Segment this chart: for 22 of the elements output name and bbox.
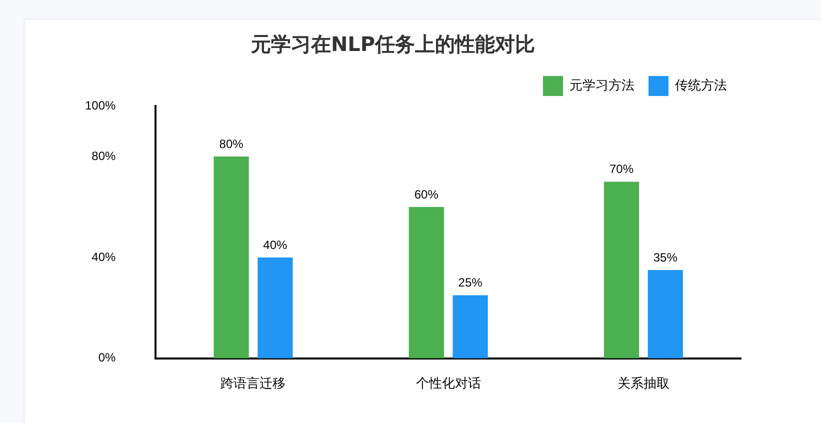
bar <box>604 182 640 358</box>
data-label: 40% <box>263 238 288 252</box>
bar <box>408 206 444 358</box>
y-tick-label: 40% <box>92 250 116 264</box>
data-label: 80% <box>219 136 244 151</box>
chart-title: 元学习在NLP任务上的性能对比 <box>250 32 536 56</box>
legend-label: 传统方法 <box>675 77 727 94</box>
data-label: 70% <box>609 162 634 176</box>
bar <box>452 295 488 358</box>
x-tick-label: 个性化对话 <box>416 376 481 392</box>
x-tick-label: 关系抽取 <box>617 376 670 392</box>
data-label: 35% <box>653 250 678 264</box>
bar <box>648 270 683 358</box>
data-label: 60% <box>414 187 439 202</box>
data-label: 25% <box>458 276 483 290</box>
y-tick-label: 100% <box>84 98 116 112</box>
x-tick-label: 跨语言迁移 <box>220 376 286 392</box>
legend-label: 元学习方法 <box>570 77 634 94</box>
y-tick-label: 0% <box>98 350 116 365</box>
y-tick-label: 80% <box>92 148 116 163</box>
bar <box>258 257 293 358</box>
bar <box>214 156 249 358</box>
